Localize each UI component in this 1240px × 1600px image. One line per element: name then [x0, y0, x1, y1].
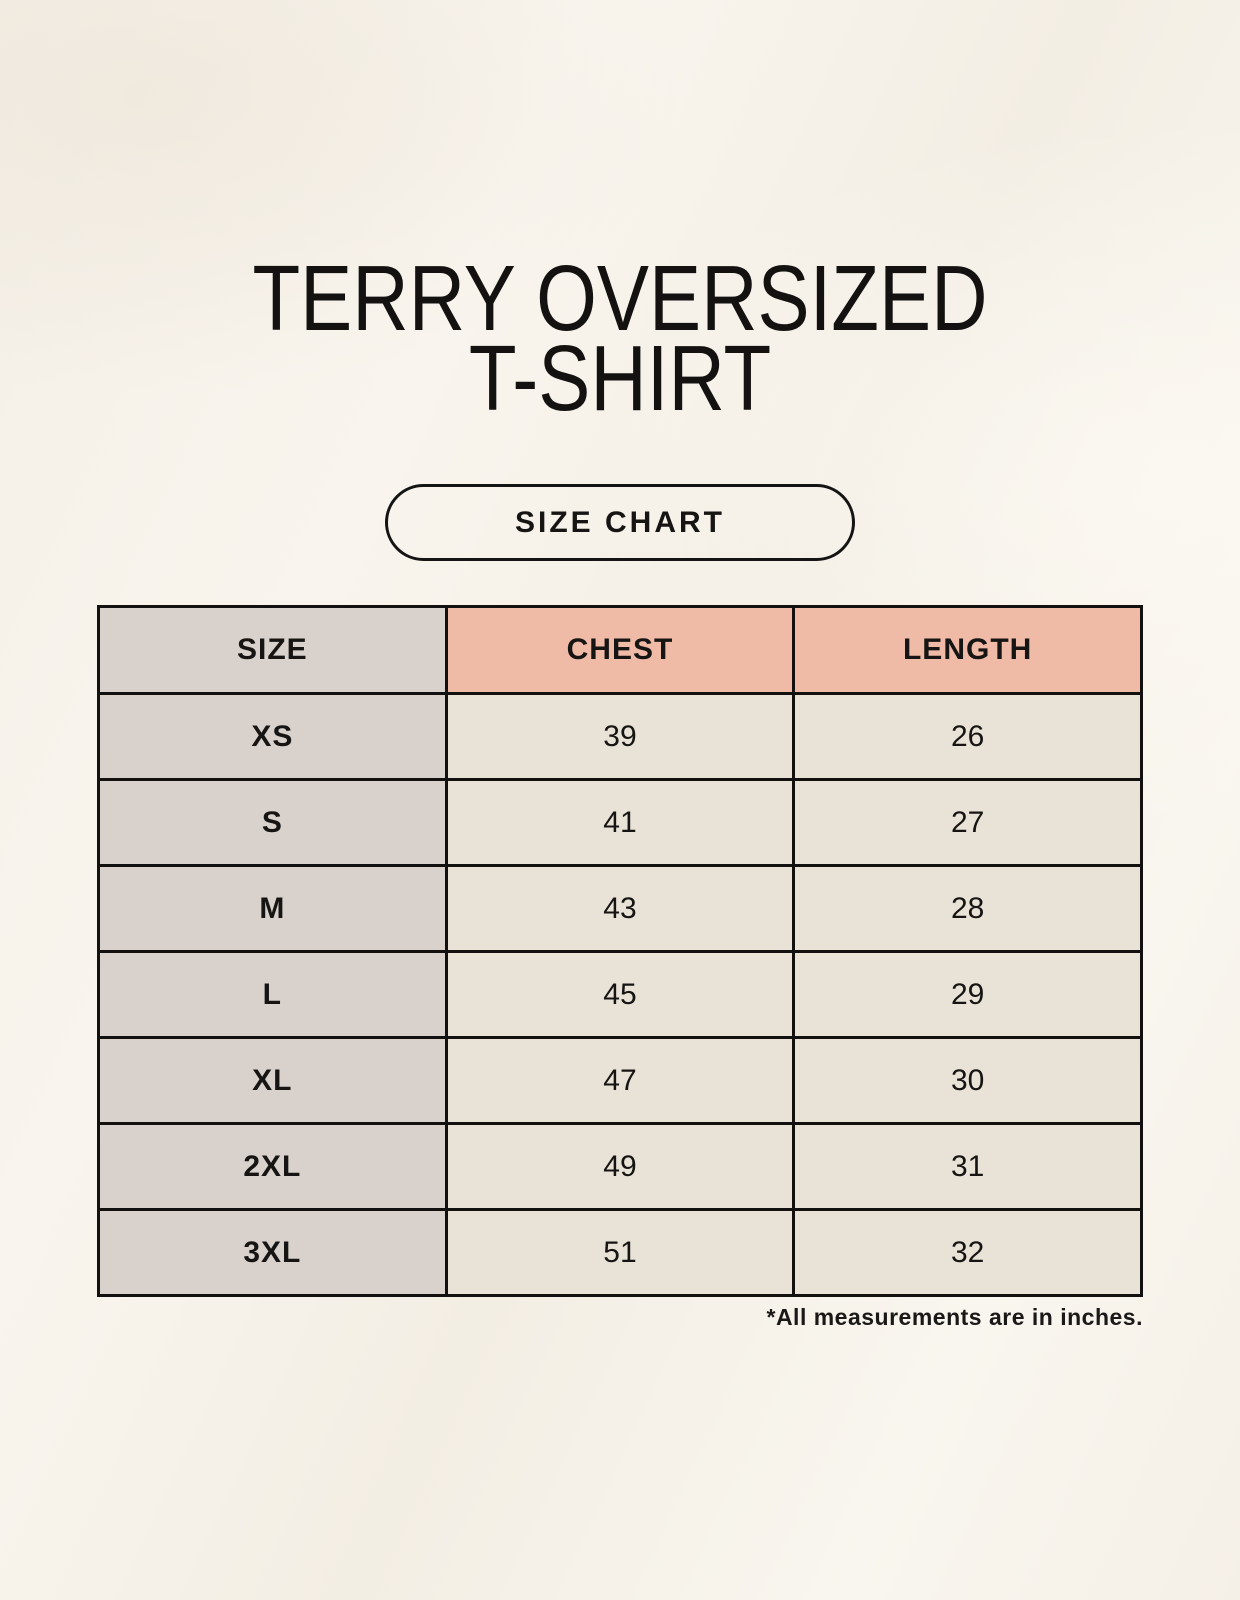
value-cell: 29 [792, 950, 1143, 1039]
size-cell: XS [97, 692, 448, 781]
size-chart-button[interactable]: SIZE CHART [385, 484, 855, 561]
page-title-line2: T-SHIRT [468, 326, 772, 430]
value-cell: 39 [444, 692, 796, 781]
column-header-size: SIZE [97, 605, 448, 695]
table-body: XS 39 26 S 41 27 M 43 28 L 45 29 XL 47 30 2XL 49 31 3XL 51 3… [97, 692, 1143, 1297]
column-header-chest: CHEST [444, 605, 796, 695]
page-title-line1: TERRY OVERSIZED [252, 246, 988, 350]
size-cell: 2XL [97, 1122, 448, 1211]
size-cell: XL [97, 1036, 448, 1125]
table-head: SIZE CHEST LENGTH [97, 605, 1143, 695]
size-cell: 3XL [97, 1208, 448, 1297]
size-cell: S [97, 778, 448, 867]
table-row: XS 39 26 [97, 692, 1143, 781]
value-cell: 47 [444, 1036, 796, 1125]
column-header-length: LENGTH [792, 605, 1143, 695]
table-row: S 41 27 [97, 778, 1143, 867]
table-header-row: SIZE CHEST LENGTH [97, 605, 1143, 695]
table-row: 3XL 51 32 [97, 1208, 1143, 1297]
value-cell: 30 [792, 1036, 1143, 1125]
size-chart-button-label: SIZE CHART [515, 505, 725, 539]
size-cell: L [97, 950, 448, 1039]
value-cell: 27 [792, 778, 1143, 867]
value-cell: 32 [792, 1208, 1143, 1297]
measurements-note: *All measurements are in inches. [766, 1304, 1143, 1330]
value-cell: 41 [444, 778, 796, 867]
table-row: M 43 28 [97, 864, 1143, 953]
value-cell: 45 [444, 950, 796, 1039]
value-cell: 43 [444, 864, 796, 953]
table-row: 2XL 49 31 [97, 1122, 1143, 1211]
page-title: TERRY OVERSIZED T-SHIRT [99, 252, 1141, 425]
value-cell: 28 [792, 864, 1143, 953]
table-row: L 45 29 [97, 950, 1143, 1039]
value-cell: 49 [444, 1122, 796, 1211]
value-cell: 26 [792, 692, 1143, 781]
size-chart-table: SIZE CHEST LENGTH XS 39 26 S 41 27 M 43 28 L 45 29 XL 4… [97, 605, 1143, 1297]
table-row: XL 47 30 [97, 1036, 1143, 1125]
value-cell: 31 [792, 1122, 1143, 1211]
size-cell: M [97, 864, 448, 953]
value-cell: 51 [444, 1208, 796, 1297]
